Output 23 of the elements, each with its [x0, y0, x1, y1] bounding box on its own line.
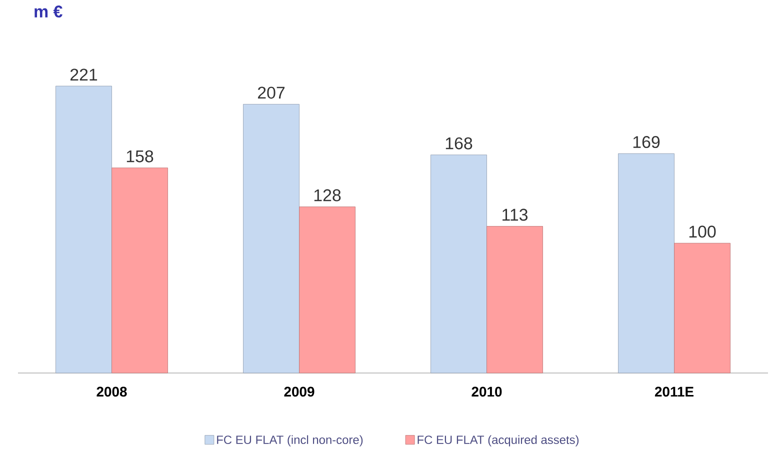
x-tick-label: 2008 — [96, 386, 127, 397]
legend-label: FC EU FLAT (acquired assets) — [418, 435, 579, 446]
bar — [56, 86, 112, 374]
data-label: 128 — [314, 189, 341, 202]
bar — [112, 168, 168, 374]
data-label: 168 — [446, 137, 472, 150]
bar — [299, 206, 356, 374]
bar — [486, 226, 543, 374]
data-label: 100 — [689, 226, 716, 238]
data-label: 169 — [633, 136, 660, 148]
data-label: 158 — [126, 150, 154, 162]
bar — [618, 153, 674, 374]
x-tick-label: 2010 — [472, 386, 502, 397]
data-label: 113 — [502, 208, 528, 221]
bar — [243, 104, 300, 374]
data-label: 207 — [258, 86, 285, 99]
data-label: 221 — [70, 68, 98, 81]
legend-label: FC EU FLAT (incl non-core) — [217, 435, 363, 446]
bar — [430, 154, 487, 374]
y-axis-title: m € — [34, 6, 62, 18]
bar — [674, 242, 730, 374]
x-tick-label: 2011E — [654, 386, 694, 397]
x-tick-label: 2009 — [284, 386, 314, 397]
